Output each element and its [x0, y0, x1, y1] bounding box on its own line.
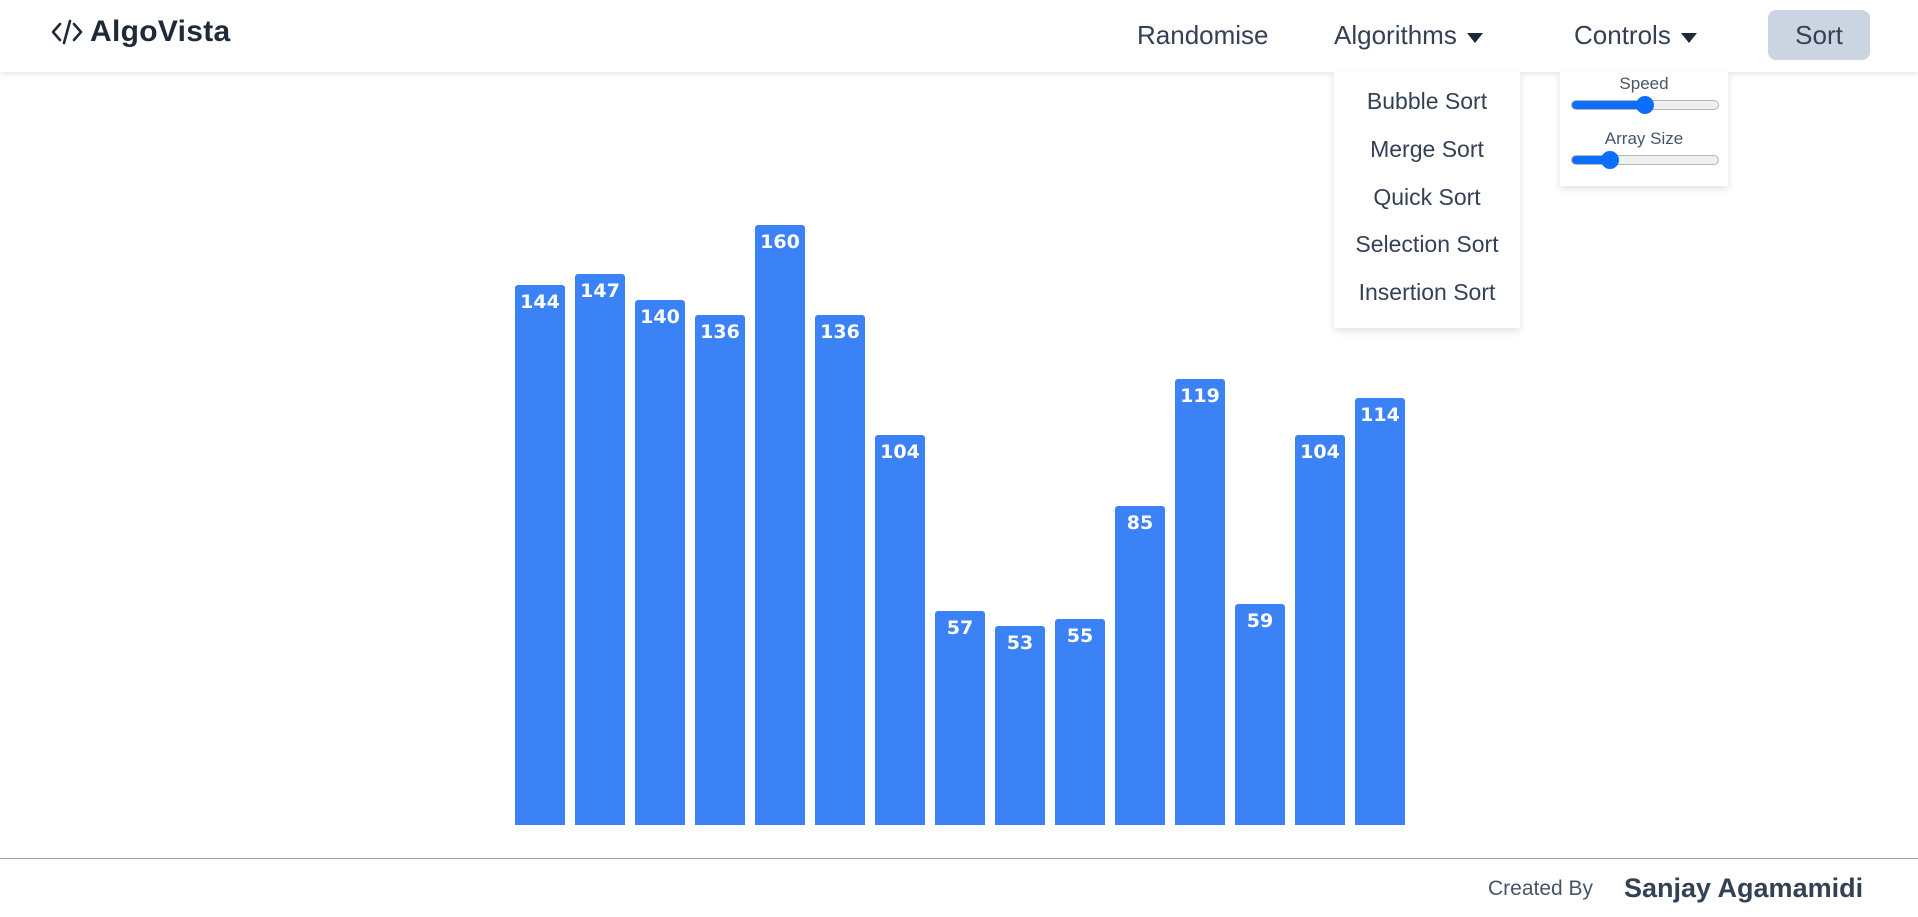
bar-2	[575, 273, 625, 825]
controls-label: Controls	[1574, 20, 1671, 50]
algorithms-menu: Bubble Sort Merge Sort Quick Sort Select…	[1334, 72, 1520, 328]
bar-value-label: 85	[1126, 512, 1154, 535]
menu-item-selection-sort[interactable]: Selection Sort	[1355, 231, 1499, 257]
bar-13	[1235, 603, 1285, 825]
bar-6	[815, 315, 865, 825]
bar-value-label: 140	[640, 306, 680, 328]
speed-slider-fill	[1572, 101, 1645, 109]
app-logo[interactable]: AlgoVista	[50, 15, 231, 49]
algorithms-label: Algorithms	[1334, 20, 1457, 50]
bar-1	[515, 285, 565, 825]
caret-down-icon	[1680, 32, 1697, 43]
controls-dropdown[interactable]: Controls	[1574, 20, 1697, 51]
bar-value-label: 114	[1360, 403, 1400, 426]
bar-5	[755, 225, 805, 825]
array-size-slider[interactable]	[1571, 151, 1719, 169]
array-size-label: Array Size	[1604, 129, 1684, 148]
menu-item-insertion-sort[interactable]: Insertion Sort	[1358, 279, 1496, 305]
bar-15	[1355, 397, 1405, 825]
bar-value-label: 147	[580, 279, 620, 302]
app-title: AlgoVista	[90, 15, 231, 48]
top-navbar: AlgoVista Randomise Algorithms Controls …	[0, 0, 1918, 72]
bar-12	[1175, 378, 1225, 825]
bar-value-label: 59	[1246, 609, 1274, 632]
controls-menu: Speed Array Size	[1560, 72, 1728, 186]
bar-3	[635, 300, 685, 825]
bar-14	[1295, 435, 1345, 825]
bar-7	[875, 435, 925, 825]
created-by-label: Created By	[1488, 877, 1594, 900]
caret-down-icon	[1466, 32, 1483, 43]
bar-value-label: 53	[1006, 632, 1034, 655]
footer: Created By Sanjay Agamamidi	[0, 858, 1918, 917]
speed-slider[interactable]	[1571, 96, 1719, 114]
sort-button[interactable]: Sort	[1768, 10, 1870, 60]
menu-item-merge-sort[interactable]: Merge Sort	[1370, 136, 1484, 162]
menu-item-bubble-sort[interactable]: Bubble Sort	[1366, 88, 1488, 114]
sorting-bar-chart: 144 147 140 136 160 136 104 57 53 55 85 119 59 104 114	[0, 72, 1918, 858]
speed-label: Speed	[1619, 74, 1669, 93]
bar-value-label: 136	[700, 321, 740, 343]
bar-11	[1115, 506, 1165, 825]
bar-value-label: 144	[520, 291, 560, 313]
bar-value-label: 104	[1300, 441, 1340, 463]
code-icon	[51, 19, 83, 45]
bar-10	[1055, 618, 1105, 825]
randomise-label: Randomise	[1137, 20, 1269, 50]
bar-4	[695, 315, 745, 825]
bar-9	[995, 626, 1045, 825]
bar-value-label: 57	[946, 617, 974, 640]
bar-value-label: 55	[1066, 624, 1094, 647]
author-name: Sanjay Agamamidi	[1624, 873, 1864, 903]
bar-value-label: 104	[880, 441, 920, 463]
array-size-slider-fill	[1572, 156, 1610, 164]
randomise-button[interactable]: Randomise	[1137, 20, 1269, 51]
bar-8	[935, 611, 985, 825]
array-size-slider-thumb[interactable]	[1600, 151, 1619, 169]
bar-value-label: 160	[760, 231, 800, 253]
algorithms-dropdown[interactable]: Algorithms	[1334, 20, 1483, 51]
menu-item-quick-sort[interactable]: Quick Sort	[1373, 184, 1481, 210]
speed-slider-thumb[interactable]	[1636, 96, 1654, 114]
bar-value-label: 136	[820, 321, 860, 343]
bar-value-label: 119	[1180, 384, 1220, 407]
